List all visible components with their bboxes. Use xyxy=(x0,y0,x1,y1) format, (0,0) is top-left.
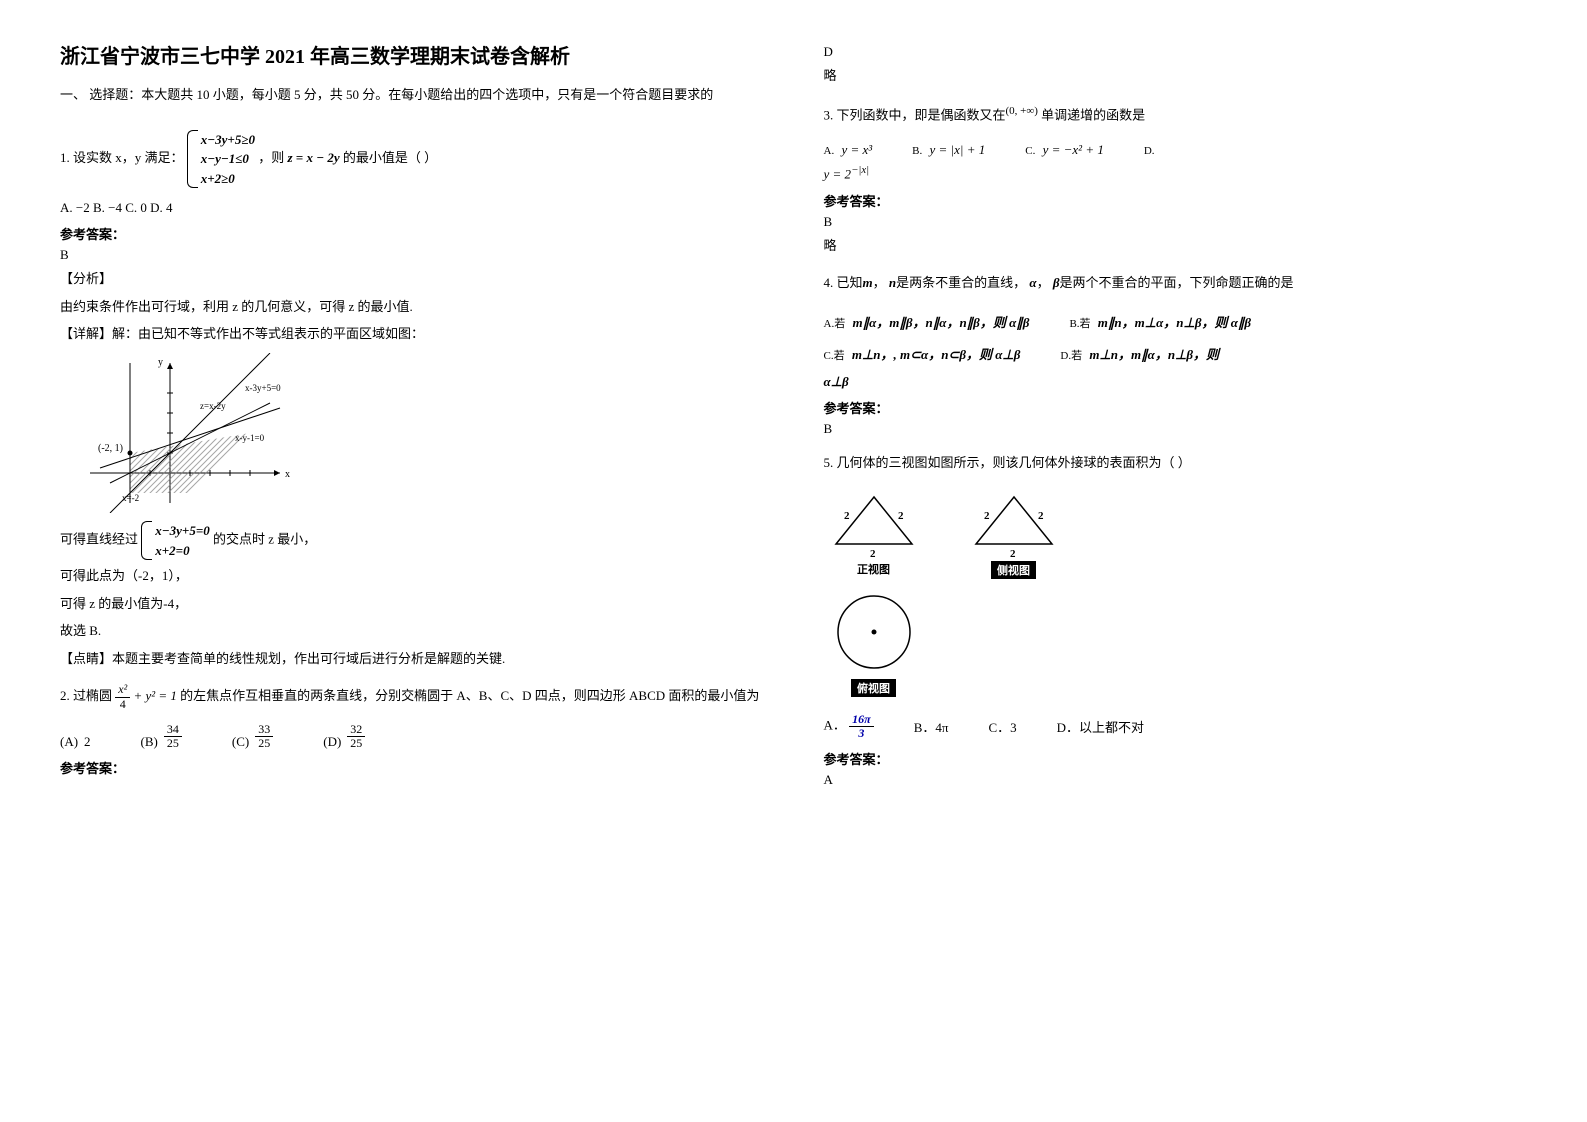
section-intro: 一、 选择题：本大题共 10 小题，每小题 5 分，共 50 分。在每小题给出的… xyxy=(60,85,764,106)
q1-options: A. −2 B. −4 C. 0 D. 4 xyxy=(60,200,764,216)
svg-text:x-3y+5=0: x-3y+5=0 xyxy=(245,383,281,393)
q3-extra: 略 xyxy=(824,234,1528,257)
q2-answer: D xyxy=(824,44,1528,60)
q4-answer: B xyxy=(824,421,1528,437)
q1-system-2: x−3y+5=0 x+2=0 xyxy=(141,521,209,560)
q1-detail-label: 【详解】解：由已知不等式作出不等式组表示的平面区域如图： xyxy=(60,322,764,345)
svg-text:y: y xyxy=(158,357,163,368)
q1-system: x−3y+5≥0 x−y−1≤0 x+2≥0 xyxy=(187,130,255,189)
question-5: 5. 几何体的三视图如图所示，则该几何体外接球的表面积为（ ） xyxy=(824,449,1528,478)
q1-line4: 可得 z 的最小值为-4， xyxy=(60,592,764,615)
svg-text:x: x xyxy=(285,469,290,480)
page-title: 浙江省宁波市三七中学 2021 年高三数学理期末试卷含解析 xyxy=(60,40,764,69)
q5-options: A． 16π3 B．4π C．3 D．以上都不对 xyxy=(824,713,1528,740)
svg-text:2: 2 xyxy=(898,510,904,522)
side-view: 2 2 2 侧视图 xyxy=(964,489,1064,579)
q1-line2: 可得直线经过 x−3y+5=0 x+2=0 的交点时 z 最小， xyxy=(60,521,764,560)
svg-text:2: 2 xyxy=(1010,548,1016,559)
answer-label: 参考答案： xyxy=(824,749,1528,768)
q1-line5: 故选 B. xyxy=(60,619,764,642)
answer-label: 参考答案： xyxy=(824,398,1528,417)
q4-options-row2: C.若 m⊥n，, m⊂α，n⊂β，则 α⊥β D.若 m⊥n，m∥α，n⊥β，… xyxy=(824,342,1528,368)
q1-analysis-label: 【分析】 xyxy=(60,267,764,290)
q2-options: (A) 2 (B) 3425 (C) 3325 (D) 3225 xyxy=(60,723,764,750)
question-1: 1. 设实数 x，y 满足： x−3y+5≥0 x−y−1≤0 x+2≥0 ，则… xyxy=(60,130,764,189)
front-view: 2 2 2 正视图 xyxy=(824,489,924,579)
q1-analysis-1: 由约束条件作出可行域，利用 z 的几何意义，可得 z 的最小值. xyxy=(60,295,764,318)
svg-text:2: 2 xyxy=(984,510,990,522)
question-3: 3. 下列函数中，即是偶函数又在(0, +∞) 单调递增的函数是 xyxy=(824,99,1528,130)
q5-answer: A xyxy=(824,772,1528,788)
answer-label: 参考答案： xyxy=(60,224,764,243)
q3-answer: B xyxy=(824,214,1528,230)
q1-feasible-region-graph: x y (-2, 1) x=-2 x-y-1=0 x-3y+5=0 z=x-2y xyxy=(80,353,764,513)
svg-text:z=x-2y: z=x-2y xyxy=(200,401,226,411)
svg-text:2: 2 xyxy=(1038,510,1044,522)
question-4: 4. 已知m， n是两条不重合的直线， α， β是两个不重合的平面，下列命题正确… xyxy=(824,269,1528,298)
q1-suffix: 的最小值是（ ） xyxy=(343,150,437,165)
svg-text:x-y-1=0: x-y-1=0 xyxy=(235,433,265,443)
q4-options-row1: A.若 m∥α，m∥β，n∥α，n∥β，则 α∥β B.若 m∥n，m⊥α，n⊥… xyxy=(824,310,1528,336)
q3-options-row1: A. y = x³ B. y = |x| + 1 C. y = −x² + 1 … xyxy=(824,142,1528,158)
q3-option-d: y = 2−|x| xyxy=(824,164,1528,182)
q1-comment: 【点睛】本题主要考查简单的线性规划，作出可行域后进行分析是解题的关键. xyxy=(60,647,764,670)
q1-prefix: 1. 设实数 x，y 满足： xyxy=(60,150,184,165)
q5-three-views: 2 2 2 正视图 2 2 2 侧视图 俯视图 xyxy=(824,489,1528,697)
question-2: 2. 过椭圆 x² 4 + y² = 1 的左焦点作互相垂直的两条直线，分别交椭… xyxy=(60,682,764,711)
q2-ellipse-frac: x² 4 xyxy=(115,683,130,710)
answer-label: 参考答案： xyxy=(824,191,1528,210)
q1-answer: B xyxy=(60,247,764,263)
answer-label: 参考答案： xyxy=(60,758,764,777)
svg-text:2: 2 xyxy=(870,548,876,559)
q1-line3: 可得此点为（-2，1）， xyxy=(60,564,764,587)
q1-mid: ，则 xyxy=(258,150,284,165)
svg-text:x=-2: x=-2 xyxy=(122,493,139,503)
svg-text:(-2, 1): (-2, 1) xyxy=(98,443,123,454)
svg-text:2: 2 xyxy=(844,510,850,522)
q2-extra: 略 xyxy=(824,64,1528,87)
q1-expr: z = x − 2y xyxy=(287,150,339,165)
q4-d-tail: α⊥β xyxy=(824,374,1528,390)
top-view: 俯视图 xyxy=(824,587,1528,697)
